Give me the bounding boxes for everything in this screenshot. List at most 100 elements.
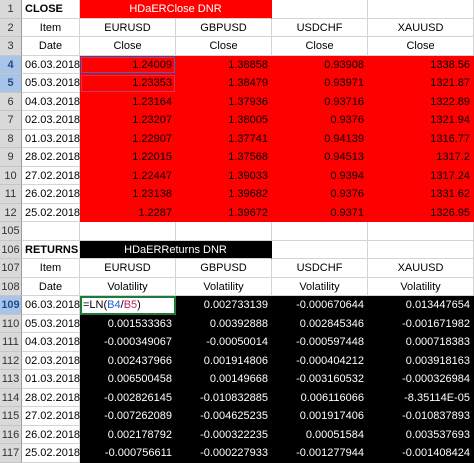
close-value-cell[interactable]: 1317.2 (368, 148, 474, 167)
return-value-cell[interactable]: -0.010837893 (368, 407, 474, 426)
row-header[interactable]: 10 (0, 166, 22, 185)
row-header[interactable]: 6 (0, 92, 22, 111)
column-header-gbpusd[interactable]: GBPUSD (176, 259, 272, 278)
row-header[interactable]: 11 (0, 185, 22, 204)
column-header-xauusd[interactable]: XAUUSD (368, 259, 474, 278)
row-header[interactable]: 1 (0, 0, 22, 19)
subheader-close[interactable]: Close (272, 37, 368, 56)
return-value-cell[interactable]: 0.000718383 (368, 333, 474, 352)
cell[interactable] (272, 222, 368, 241)
return-value-cell[interactable]: -8.35114E-05 (368, 388, 474, 407)
row-header[interactable]: 8 (0, 129, 22, 148)
row-header[interactable]: 110 (0, 314, 22, 333)
return-value-cell[interactable]: -0.003160532 (272, 370, 368, 389)
date-cell[interactable]: 27.02.2018 (22, 166, 80, 185)
return-value-cell[interactable]: -0.000227933 (176, 444, 272, 463)
date-cell[interactable]: 04.03.2018 (22, 92, 80, 111)
date-cell[interactable]: 02.03.2018 (22, 351, 80, 370)
close-value-cell[interactable]: 1.2287 (80, 203, 176, 222)
close-value-cell[interactable]: 1.23138 (80, 185, 176, 204)
close-title[interactable]: HDaERClose DNR (80, 0, 272, 19)
return-value-cell[interactable]: -0.000404212 (272, 351, 368, 370)
close-value-cell[interactable]: 1.37568 (176, 148, 272, 167)
close-value-cell[interactable]: 1.37936 (176, 92, 272, 111)
row-header[interactable]: 2 (0, 18, 22, 37)
return-value-cell[interactable]: 0.006116066 (272, 388, 368, 407)
return-value-cell[interactable]: 0.00051584 (272, 425, 368, 444)
row-header[interactable]: 117 (0, 444, 22, 463)
return-value-cell[interactable]: 0.001533363 (80, 314, 176, 333)
return-value-cell[interactable]: -0.000670644 (272, 296, 368, 315)
return-value-cell[interactable]: -0.002826145 (80, 388, 176, 407)
close-value-cell[interactable]: 1.22907 (80, 129, 176, 148)
return-value-cell[interactable]: -0.001671982 (368, 314, 474, 333)
return-value-cell[interactable]: -0.000322235 (176, 425, 272, 444)
subheader-volatility[interactable]: Volatility (176, 277, 272, 296)
return-value-cell[interactable]: 0.013447654 (368, 296, 474, 315)
close-value-cell[interactable]: 1.38005 (176, 111, 272, 130)
column-header-xauusd[interactable]: XAUUSD (368, 18, 474, 37)
return-value-cell[interactable]: 0.001914806 (176, 351, 272, 370)
close-value-cell[interactable]: 1338.56 (368, 55, 474, 74)
return-value-cell[interactable]: -0.00050014 (176, 333, 272, 352)
close-value-cell[interactable]: 1.22447 (80, 166, 176, 185)
date-cell[interactable]: 05.03.2018 (22, 314, 80, 333)
close-value-cell[interactable]: 0.94139 (272, 129, 368, 148)
item-label[interactable]: Item (22, 18, 80, 37)
subheader-volatility[interactable]: Volatility (272, 277, 368, 296)
close-value-cell[interactable]: 1317.24 (368, 166, 474, 185)
date-cell[interactable]: 26.02.2018 (22, 425, 80, 444)
cell[interactable] (368, 240, 474, 259)
close-value-cell[interactable]: 0.94513 (272, 148, 368, 167)
close-value-cell[interactable]: 0.9394 (272, 166, 368, 185)
column-header-usdchf[interactable]: USDCHF (272, 259, 368, 278)
close-value-cell[interactable]: 1.23353 (80, 74, 176, 93)
row-header[interactable]: 111 (0, 333, 22, 352)
close-value-cell[interactable]: 1.39672 (176, 203, 272, 222)
close-value-cell[interactable]: 1322.89 (368, 92, 474, 111)
return-value-cell[interactable]: 0.003918163 (368, 351, 474, 370)
close-value-cell[interactable]: 1326.95 (368, 203, 474, 222)
cell[interactable] (368, 0, 474, 19)
return-value-cell[interactable]: 0.002178792 (80, 425, 176, 444)
date-cell[interactable]: 28.02.2018 (22, 148, 80, 167)
return-value-cell[interactable]: 0.002437966 (80, 351, 176, 370)
close-value-cell[interactable]: 1.38858 (176, 55, 272, 74)
row-header[interactable]: 114 (0, 388, 22, 407)
row-header[interactable]: 108 (0, 277, 22, 296)
returns-section-label[interactable]: RETURNS (22, 240, 80, 259)
row-header[interactable]: 7 (0, 111, 22, 130)
date-cell[interactable]: 06.03.2018 (22, 55, 80, 74)
column-header-usdchf[interactable]: USDCHF (272, 18, 368, 37)
close-value-cell[interactable]: 1.39033 (176, 166, 272, 185)
cell[interactable] (368, 222, 474, 241)
date-cell[interactable]: 01.03.2018 (22, 129, 80, 148)
close-value-cell[interactable]: 1321.94 (368, 111, 474, 130)
close-value-cell[interactable]: 1.22015 (80, 148, 176, 167)
cell[interactable] (272, 240, 368, 259)
close-value-cell[interactable]: 1.37741 (176, 129, 272, 148)
date-cell[interactable]: 28.02.2018 (22, 388, 80, 407)
return-value-cell[interactable]: -0.001408424 (368, 444, 474, 463)
row-header[interactable]: 115 (0, 407, 22, 426)
cell[interactable] (80, 222, 176, 241)
date-cell[interactable]: 26.02.2018 (22, 185, 80, 204)
row-header[interactable]: 106 (0, 240, 22, 259)
date-cell[interactable]: 02.03.2018 (22, 111, 80, 130)
close-value-cell[interactable]: 1.23164 (80, 92, 176, 111)
close-value-cell[interactable]: 1316.77 (368, 129, 474, 148)
return-value-cell[interactable]: 0.00392888 (176, 314, 272, 333)
subheader-close[interactable]: Close (368, 37, 474, 56)
return-value-cell[interactable]: -0.001277944 (272, 444, 368, 463)
return-value-cell[interactable]: 0.003537693 (368, 425, 474, 444)
row-header[interactable]: 5 (0, 74, 22, 93)
close-value-cell[interactable]: 0.93971 (272, 74, 368, 93)
item-label[interactable]: Item (22, 259, 80, 278)
return-value-cell[interactable]: 0.00149668 (176, 370, 272, 389)
date-cell[interactable]: 27.02.2018 (22, 407, 80, 426)
return-value-cell[interactable]: 0.002845346 (272, 314, 368, 333)
row-header[interactable]: 9 (0, 148, 22, 167)
date-cell[interactable]: 25.02.2018 (22, 203, 80, 222)
return-value-cell[interactable]: 0.001917406 (272, 407, 368, 426)
date-cell[interactable]: 04.03.2018 (22, 333, 80, 352)
